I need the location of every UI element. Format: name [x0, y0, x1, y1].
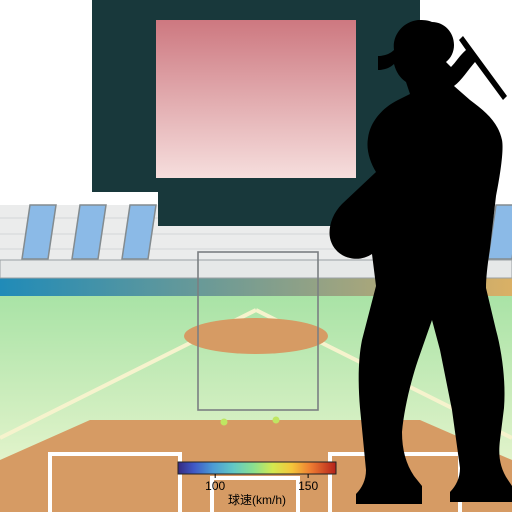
pitchers-mound — [184, 318, 328, 354]
colorbar-tick-label: 100 — [205, 479, 225, 493]
scoreboard-screen — [156, 20, 356, 178]
colorbar-tick-label: 150 — [298, 479, 318, 493]
speed-colorbar — [178, 462, 336, 474]
colorbar-label: 球速(km/h) — [228, 493, 286, 507]
pitch-marker — [221, 419, 228, 426]
pitch-location-chart: 100 150 球速(km/h) — [0, 0, 512, 512]
pitch-marker — [273, 417, 280, 424]
